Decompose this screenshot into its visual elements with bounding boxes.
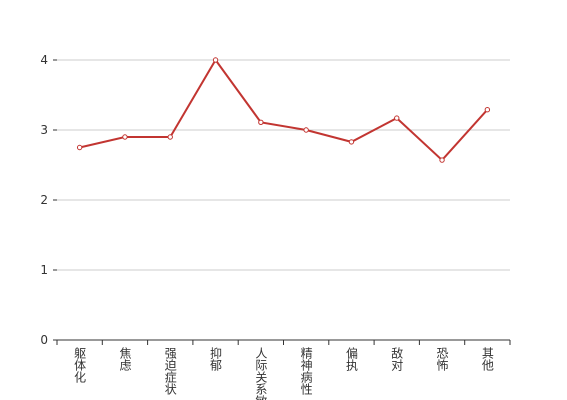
- point: [303, 127, 309, 133]
- point: [212, 57, 219, 63]
- point: [122, 134, 128, 140]
- point: [439, 157, 445, 163]
- y-tick-label: 0: [40, 333, 48, 347]
- y-tick-label: 3: [40, 123, 48, 137]
- point: [76, 144, 83, 151]
- x-tick-label: 强迫症状: [163, 347, 177, 395]
- point: [348, 139, 355, 145]
- y-tick-label: 1: [40, 263, 48, 277]
- point: [484, 107, 491, 113]
- x-tick-label: 恐怖: [435, 347, 449, 371]
- x-tick-label: 偏执: [344, 346, 358, 372]
- point: [394, 115, 400, 121]
- line: [79, 58, 489, 162]
- x-tick-label: 焦虑: [118, 347, 132, 371]
- x-tick-label: 其他: [480, 347, 494, 371]
- x-tick-label: 躯体化: [73, 346, 87, 384]
- x-tick-label: 敌对: [390, 346, 404, 371]
- point: [258, 119, 264, 126]
- x-tick-label: 精神病性: [299, 347, 313, 396]
- y-tick-label: 4: [40, 53, 48, 67]
- point: [167, 134, 173, 140]
- y-tick-label: 2: [40, 193, 48, 207]
- x-tick-label: 抑郁: [209, 346, 223, 372]
- x-tick-label: 人际关系敏感: [254, 347, 268, 400]
